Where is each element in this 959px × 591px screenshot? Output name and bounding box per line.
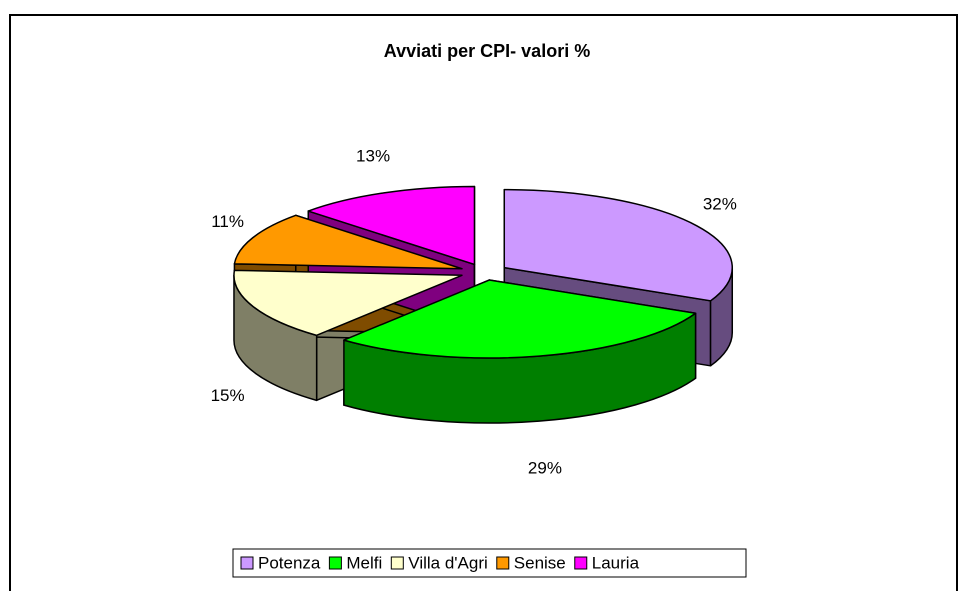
data-label: 13% (356, 147, 390, 166)
slice (503, 188, 734, 302)
legend-box (232, 548, 747, 578)
legend-label: Melfi (346, 553, 382, 572)
slice (343, 279, 697, 359)
legend-label: Potenza (258, 553, 321, 572)
legend-swatch (496, 556, 510, 570)
data-label: 32% (703, 194, 737, 213)
legend-swatch (390, 556, 404, 570)
legend-label: Villa d'Agri (408, 553, 487, 572)
legend-label: Senise (514, 553, 566, 572)
slice (233, 269, 463, 337)
legend-label: Lauria (592, 553, 640, 572)
chart-title: Avviati per CPI- valori % (384, 41, 590, 61)
slice (233, 214, 463, 270)
slice (307, 185, 476, 266)
legend-swatch (240, 556, 254, 570)
legend-swatch (574, 556, 588, 570)
slice-tops (233, 185, 734, 359)
slice-walls (233, 266, 734, 424)
legend-swatch (328, 556, 342, 570)
data-label: 15% (211, 386, 245, 405)
data-label: 11% (211, 212, 244, 231)
data-label: 29% (528, 459, 562, 478)
